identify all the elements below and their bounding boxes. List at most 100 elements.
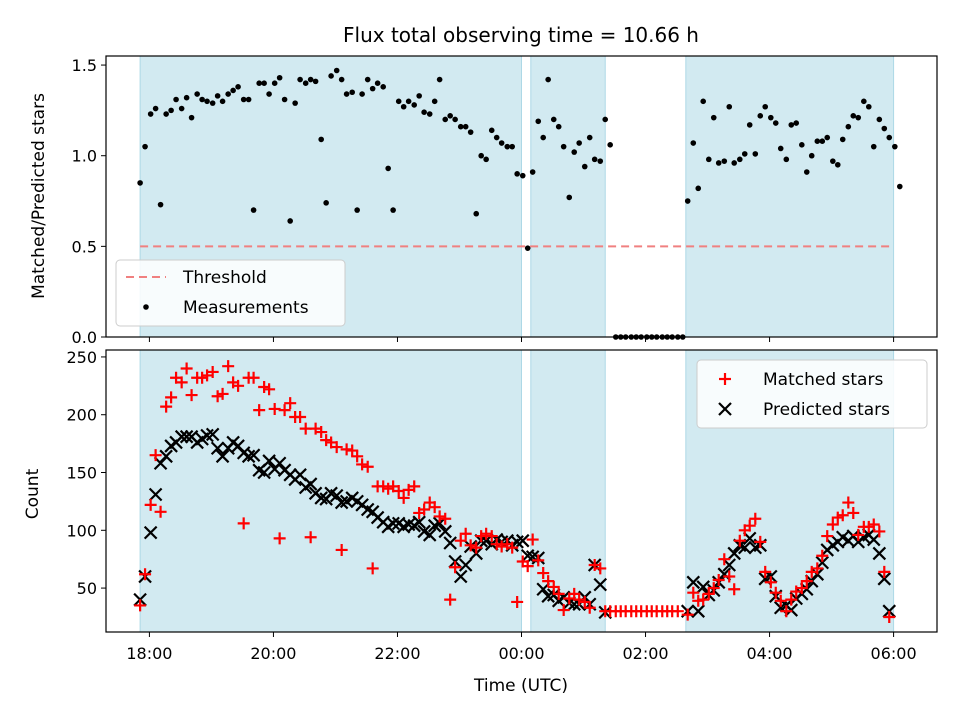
matched-star-point [433, 510, 446, 523]
predicted-star-point [386, 516, 400, 531]
predicted-star-point [246, 448, 261, 462]
matched-star-point [759, 565, 772, 578]
measurement-point [876, 116, 883, 123]
measurement-point [323, 200, 329, 206]
matched-star-point [237, 517, 250, 530]
measurement-point [281, 96, 288, 103]
matched-star-point [867, 518, 880, 531]
matched-star-point [485, 530, 498, 543]
predicted-star-point [334, 495, 349, 510]
measurement-point [385, 165, 391, 172]
matched-star-point [428, 501, 441, 514]
matched-star-point [821, 530, 834, 543]
measurement-point [493, 134, 500, 141]
matched-star-point [247, 371, 260, 384]
measurement-point [757, 113, 764, 119]
matched-star-point [351, 450, 364, 463]
measurement-point [359, 91, 365, 97]
measurement-point [467, 129, 474, 135]
x-tick-label: 02:00 [622, 644, 668, 663]
ratio-panel: 0.0 0.5 1.0 1.5 Matched/Predicted stars Thr… [29, 55, 938, 347]
matched-star-point [361, 460, 374, 473]
matched-star-point [557, 604, 570, 617]
measurement-point [504, 143, 511, 150]
predicted-star-point [866, 532, 881, 547]
predicted-star-point [686, 575, 701, 590]
measurement-point [343, 91, 350, 97]
measurement-point [452, 116, 458, 123]
measurement-point [411, 102, 418, 108]
matched-star-point [780, 605, 793, 618]
matched-star-point [180, 362, 193, 375]
matched-star-point [878, 565, 891, 578]
measurement-point [545, 76, 551, 83]
measurement-point [855, 114, 862, 121]
top-legend: Threshold Measurements [115, 259, 346, 327]
measurement-point [276, 74, 283, 81]
top-y-tick-label: 0.0 [72, 328, 97, 347]
matched-star-point [340, 443, 353, 456]
measurement-point [261, 80, 267, 86]
matched-star-point [842, 496, 855, 509]
measurement-point [762, 103, 769, 110]
measurement-point [834, 161, 841, 168]
bottom-y-tick-label: 100 [66, 521, 97, 540]
matched-star-point [723, 570, 736, 583]
measurement-point [256, 80, 262, 86]
measurement-point [297, 76, 303, 83]
matched-star-point [873, 525, 886, 538]
measurement-point [142, 143, 148, 150]
measurement-point [746, 122, 753, 128]
measurement-point [349, 89, 355, 96]
top-observing-intervals [139, 55, 895, 338]
matched-star-point [883, 610, 896, 623]
measurement-point [416, 93, 422, 99]
matched-star-point [216, 387, 229, 400]
measurement-point [799, 142, 805, 148]
measurement-point [700, 98, 707, 105]
top-x-ticks [148, 337, 895, 342]
predicted-star-point [257, 465, 271, 480]
measurement-point [157, 201, 164, 208]
matched-star-point [852, 528, 865, 541]
matched-star-point [712, 573, 725, 586]
matched-star-point [785, 593, 798, 606]
matched-star-point [253, 404, 266, 417]
measurement-point [473, 210, 480, 217]
matched-star-point [294, 411, 307, 424]
matched-star-point [733, 534, 746, 547]
measurement-point [741, 151, 748, 157]
predicted-star-point [210, 441, 225, 456]
measurement-point [839, 136, 846, 143]
predicted-star-point [412, 515, 426, 529]
legend-matched-label: Matched stars [763, 370, 883, 390]
measurement-point [571, 149, 578, 155]
measurement-point [457, 123, 464, 130]
measurement-point [240, 96, 247, 103]
matched-star-point [304, 531, 317, 544]
matched-star-point [139, 568, 152, 581]
measurement-point [715, 160, 722, 166]
measurement-point [793, 120, 800, 126]
figure-title: Flux total observing time = 10.66 h [343, 23, 699, 47]
x-tick-label: 00:00 [498, 644, 544, 663]
bottom-observing-interval [530, 349, 606, 633]
measurement-point [550, 116, 557, 123]
matched-star-point [356, 458, 369, 471]
count-panel: 50 100 150 200 250 18:00 20:00 22:00 00:00 02:00… [23, 348, 938, 696]
matched-star-point [774, 594, 787, 607]
measurement-point [752, 151, 759, 157]
bottom-y-axis-label: Count [23, 468, 43, 519]
measurement-point [788, 122, 795, 128]
predicted-star-point [303, 477, 318, 491]
measurement-point [374, 80, 381, 86]
measurement-point [447, 113, 453, 119]
legend-threshold-label: Threshold [182, 268, 267, 288]
matched-star-point [185, 389, 198, 402]
measurement-point [390, 207, 396, 213]
measurement-point [540, 134, 547, 141]
predicted-star-point [179, 429, 194, 444]
measurement-point [772, 120, 779, 126]
legend-predicted-label: Predicted stars [763, 400, 890, 420]
